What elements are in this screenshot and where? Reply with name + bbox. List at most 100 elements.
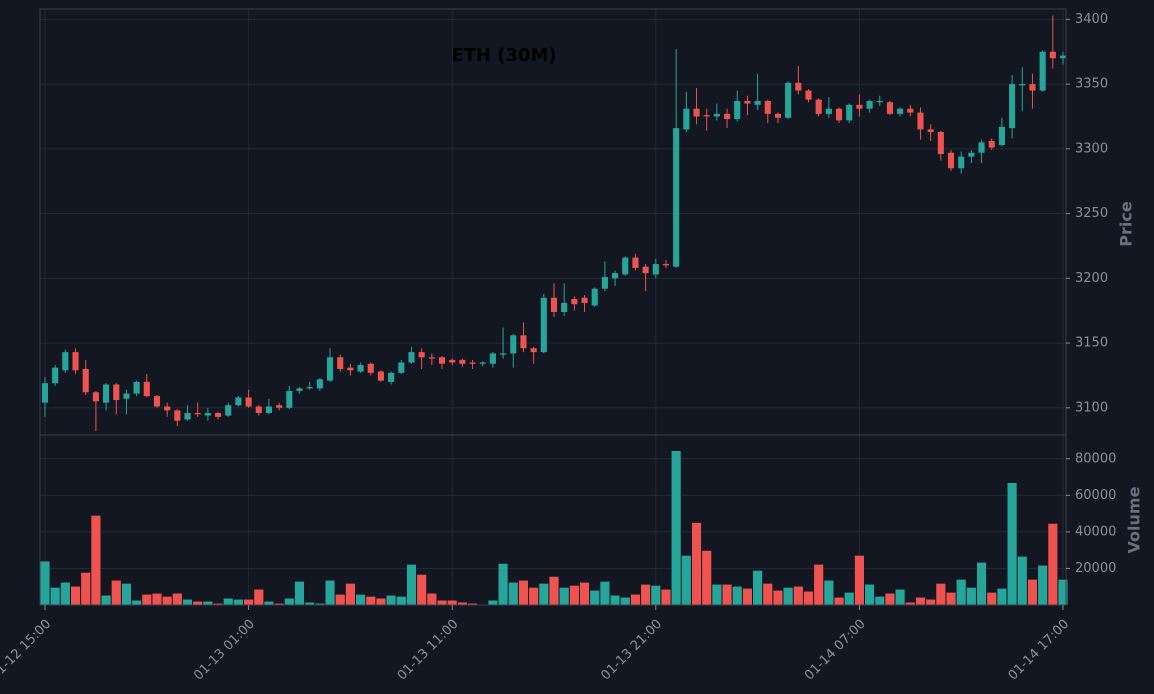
volume-bar: [579, 582, 590, 606]
volume-bar: [162, 596, 173, 606]
volume-bar: [609, 595, 621, 606]
volume-bar: [243, 599, 254, 606]
volume-bar: [386, 595, 397, 606]
volume-panel: [39, 434, 1067, 606]
volume-bar: [1007, 482, 1018, 606]
volume-bar: [732, 586, 743, 606]
volume-bar: [39, 560, 51, 606]
candle-body: [143, 381, 150, 397]
candle-body: [164, 406, 171, 411]
candle-body: [612, 273, 619, 279]
candle-body: [72, 352, 79, 371]
candle-body: [316, 379, 323, 389]
candle-body: [774, 113, 782, 118]
candle-body: [795, 82, 802, 91]
volume-bar: [966, 587, 977, 606]
volume-bar: [253, 589, 264, 606]
candle-body: [408, 352, 415, 363]
volume-bar: [111, 580, 122, 606]
volume-bar: [823, 580, 834, 606]
candle-body: [296, 388, 303, 391]
candle-body: [662, 264, 670, 266]
candle-body: [255, 406, 262, 413]
candle-body: [326, 357, 334, 381]
volume-bar: [294, 581, 305, 606]
candle-body: [540, 297, 547, 353]
volume-bar: [50, 587, 61, 606]
y2-tick-label: 80000: [1075, 451, 1116, 466]
candle-body: [754, 100, 761, 105]
candle-body: [591, 288, 598, 306]
candle-body: [1049, 51, 1056, 59]
volume-bar: [559, 587, 570, 606]
volume-bar: [60, 582, 71, 606]
volume-bar: [365, 596, 376, 606]
volume-bar: [752, 570, 763, 606]
candle-body: [785, 82, 792, 118]
volume-bar: [1017, 556, 1028, 606]
volume-bar: [854, 555, 865, 606]
volume-bar: [498, 563, 509, 606]
candle-body: [245, 397, 252, 407]
y-tick-label: 3100: [1075, 400, 1108, 415]
candle-body: [459, 359, 466, 364]
volume-bar: [681, 555, 692, 606]
volume-bar: [396, 596, 407, 606]
y-axis-label: Price: [1117, 201, 1136, 247]
volume-bar: [436, 599, 448, 606]
candle-body: [897, 108, 904, 114]
candle-body: [520, 335, 527, 349]
candle-body: [82, 368, 89, 393]
candle-body: [184, 412, 191, 420]
volume-bar: [141, 594, 152, 606]
volume-bar: [589, 590, 600, 606]
candle-body: [510, 335, 517, 354]
y-tick-label: 3250: [1075, 206, 1108, 221]
volume-bar: [874, 596, 885, 606]
candle-body: [744, 100, 751, 104]
volume-bar: [223, 597, 234, 606]
volume-bar: [1047, 523, 1058, 606]
candle-body: [968, 152, 975, 157]
candle-body: [1059, 55, 1067, 59]
volume-bar: [691, 522, 702, 606]
candle-body: [153, 396, 161, 407]
candle-body: [724, 113, 731, 120]
volume-bar: [976, 562, 987, 606]
volume-bar: [630, 594, 641, 606]
volume-bar: [569, 585, 580, 606]
candle-body: [866, 100, 873, 109]
candle-body: [438, 357, 446, 364]
volume-bar: [925, 599, 936, 606]
volume-bar: [996, 588, 1008, 606]
volume-bar: [548, 576, 560, 606]
candle-body: [632, 257, 639, 268]
candle-body: [1029, 84, 1036, 91]
volume-bar: [640, 584, 651, 606]
volume-bar: [345, 583, 356, 606]
candle-body: [642, 266, 649, 274]
volume-bar: [650, 585, 661, 606]
volume-bar: [1037, 565, 1048, 606]
volume-bar: [131, 599, 142, 606]
candle-body: [947, 152, 955, 169]
volume-bar: [90, 515, 101, 606]
candle-body: [113, 384, 120, 401]
volume-bar: [416, 574, 427, 606]
volume-bar: [202, 601, 213, 606]
candle-body: [479, 362, 486, 364]
candle-body: [561, 302, 568, 312]
candle-body: [418, 352, 425, 358]
volume-bar: [721, 584, 733, 606]
candle-body: [886, 102, 893, 114]
volume-bar: [508, 582, 519, 606]
candle-body: [428, 357, 435, 359]
candle-body: [825, 108, 832, 114]
volume-bar: [355, 594, 366, 606]
volume-bar: [803, 591, 814, 606]
candle-body: [357, 365, 364, 372]
candle-body: [673, 128, 680, 267]
candle-body: [469, 362, 476, 364]
candle-body: [907, 108, 914, 113]
